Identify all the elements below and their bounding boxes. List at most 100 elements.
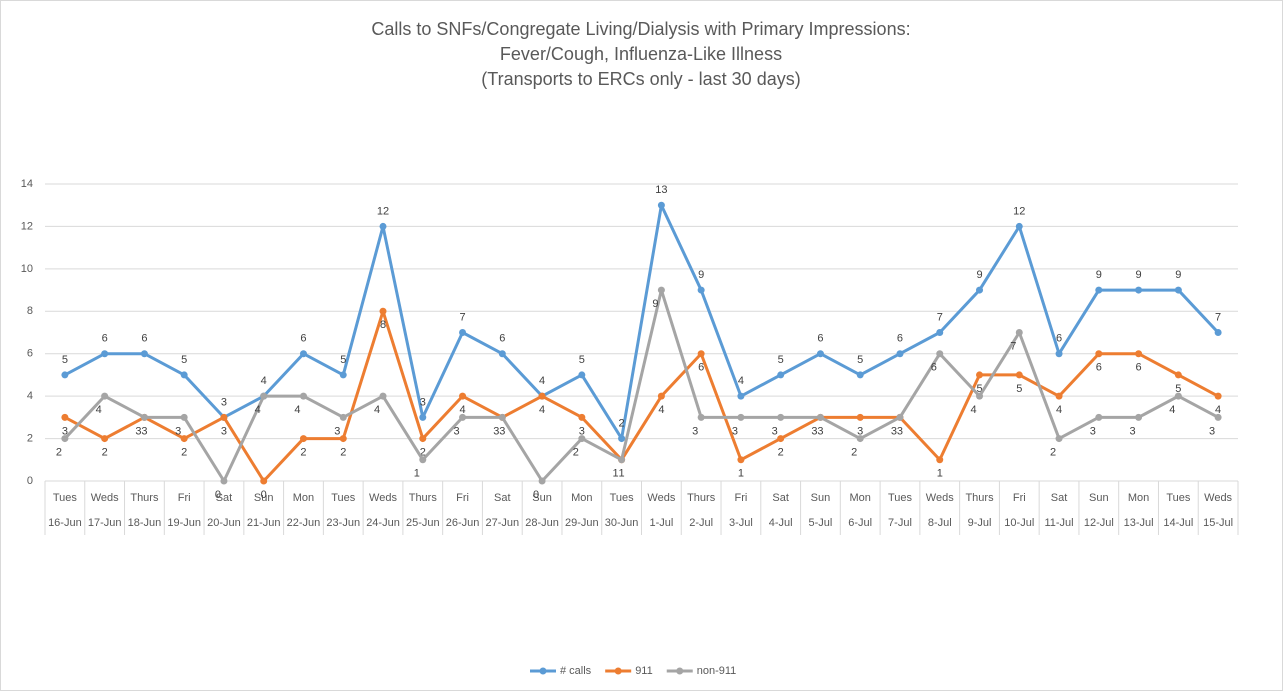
data-point (180, 371, 188, 379)
data-label: 9 (1175, 269, 1181, 281)
x-tick-label: Sat (216, 492, 233, 504)
data-label: 3 (811, 425, 817, 437)
x-tick-date: 18-Jun (128, 517, 162, 529)
data-point (737, 413, 745, 421)
data-label: 3 (493, 425, 499, 437)
x-tick-date: 12-Jul (1084, 517, 1114, 529)
data-point (101, 435, 109, 443)
data-point (220, 413, 228, 421)
data-point (459, 413, 467, 421)
x-tick-label: Thurs (130, 492, 159, 504)
x-tick-label: Fri (735, 492, 748, 504)
x-tick-label: Sat (494, 492, 511, 504)
y-tick-label: 2 (27, 432, 33, 444)
data-point (379, 222, 387, 230)
data-point (936, 329, 944, 336)
data-label: 6 (1096, 362, 1102, 374)
data-point (299, 392, 307, 400)
data-label: 3 (420, 396, 426, 408)
data-label: 3 (772, 425, 778, 437)
x-tick-label: Tues (53, 492, 78, 504)
x-tick-date: 16-Jun (48, 517, 82, 529)
data-point (1174, 286, 1182, 294)
data-label: 2 (56, 446, 62, 458)
data-point (538, 477, 546, 485)
data-label: 9 (698, 269, 704, 281)
x-tick-date: 17-Jun (88, 517, 122, 529)
data-point (1214, 392, 1222, 400)
data-point (180, 413, 188, 421)
data-label: 5 (1016, 383, 1022, 395)
data-point (220, 477, 228, 485)
x-tick-label: Weds (91, 492, 119, 504)
data-point (1214, 329, 1222, 336)
x-tick-label: Fri (178, 492, 191, 504)
data-point (578, 413, 586, 421)
data-label: 2 (420, 446, 426, 458)
x-tick-date: 6-Jul (848, 517, 872, 529)
data-label: 3 (453, 425, 459, 437)
data-point (1214, 413, 1222, 421)
data-point (856, 435, 864, 443)
data-label: 5 (579, 354, 585, 366)
data-label: 6 (1136, 362, 1142, 374)
x-tick-date: 5-Jul (809, 517, 833, 529)
x-tick-label: Sun (811, 492, 831, 504)
data-label: 3 (579, 425, 585, 437)
data-point (657, 286, 665, 294)
x-tick-date: 10-Jul (1004, 517, 1034, 529)
data-point (498, 413, 506, 421)
data-point (339, 435, 347, 443)
data-point (538, 392, 546, 400)
x-tick-label: Sun (532, 492, 552, 504)
data-point (896, 350, 904, 358)
x-tick-date: 30-Jun (605, 517, 639, 529)
data-label: 3 (1130, 425, 1136, 437)
x-tick-label: Weds (926, 492, 954, 504)
x-tick-label: Tues (1166, 492, 1191, 504)
x-tick-date: 4-Jul (769, 517, 793, 529)
x-tick-date: 19-Jun (167, 517, 201, 529)
data-point (1095, 286, 1103, 294)
data-point (976, 286, 984, 294)
x-tick-date: 24-Jun (366, 517, 400, 529)
data-label: 6 (300, 333, 306, 345)
y-tick-label: 12 (21, 220, 33, 232)
data-label: 6 (931, 362, 937, 374)
data-point (1015, 222, 1023, 230)
x-tick-label: Weds (369, 492, 397, 504)
data-label: 3 (897, 425, 903, 437)
data-label: 0 (261, 489, 267, 501)
data-point (140, 350, 148, 358)
data-point (1055, 435, 1063, 443)
data-point (1015, 329, 1023, 336)
x-tick-date: 3-Jul (729, 517, 753, 529)
data-label: 3 (175, 425, 181, 437)
data-label: 3 (499, 425, 505, 437)
data-point (61, 413, 69, 421)
data-label: 4 (261, 375, 267, 387)
legend-marker (539, 667, 547, 675)
data-point (61, 435, 69, 443)
data-label: 7 (1010, 340, 1016, 352)
data-label: 0 (215, 489, 221, 501)
data-point (856, 413, 864, 421)
data-point (180, 435, 188, 443)
data-point (419, 456, 427, 464)
data-label: 3 (891, 425, 897, 437)
data-label: 6 (817, 333, 823, 345)
data-point (1135, 286, 1143, 294)
x-tick-date: 11-Jul (1044, 517, 1073, 529)
data-label: 3 (221, 396, 227, 408)
data-label: 1 (937, 468, 943, 480)
data-point (936, 350, 944, 358)
data-point (657, 392, 665, 400)
x-tick-label: Sun (1089, 492, 1109, 504)
data-point (459, 329, 467, 336)
x-tick-label: Thurs (965, 492, 994, 504)
data-point (339, 413, 347, 421)
data-point (1095, 413, 1103, 421)
data-label: 5 (62, 354, 68, 366)
data-point (1174, 371, 1182, 379)
